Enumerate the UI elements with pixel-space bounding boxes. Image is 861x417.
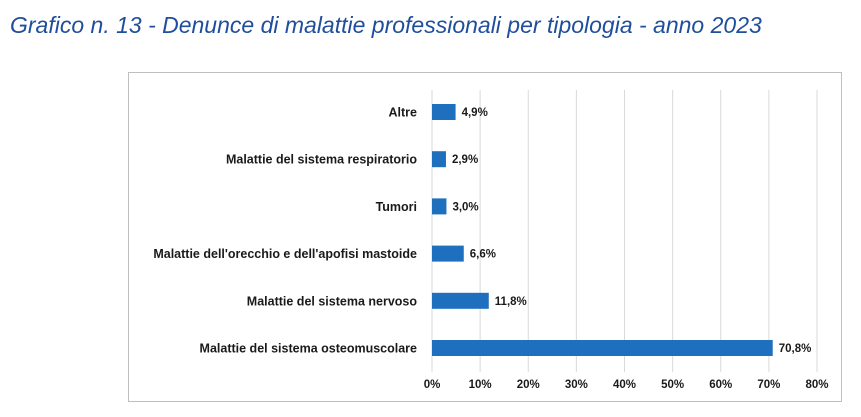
data-label: 4,9% (462, 107, 488, 119)
x-axis-tick-labels: 0% 10% 20% 30% 40% 50% 60% 70% 80% (424, 379, 829, 391)
category-label: Malattie del sistema nervoso (247, 294, 418, 308)
data-label: 2,9% (452, 154, 478, 166)
category-label: Altre (389, 106, 418, 120)
x-tick-label: 30% (565, 379, 588, 391)
data-label: 11,8% (495, 296, 527, 308)
category-labels: Altre Malattie del sistema respiratorio Tu… (153, 106, 417, 356)
bar (432, 245, 464, 262)
data-label: 70,8% (779, 343, 812, 355)
x-tick-label: 10% (469, 379, 492, 391)
x-tick-label: 0% (424, 379, 441, 391)
category-label: Malattie dell'orecchio e dell'apofisi ma… (153, 247, 417, 261)
page-title: Grafico n. 13 - Denunce di malattie prof… (10, 12, 762, 38)
value-labels: 4,9% 2,9% 3,0% 6,6% 11,8% 70,8% (452, 107, 811, 355)
gridlines (431, 90, 818, 372)
bar (432, 292, 489, 309)
category-label: Malattie del sistema osteomuscolare (200, 342, 417, 356)
data-label: 3,0% (452, 201, 478, 213)
x-tick-label: 40% (613, 379, 636, 391)
x-tick-label: 60% (709, 379, 732, 391)
bar (432, 104, 456, 120)
bars (432, 104, 773, 356)
x-tick-label: 20% (517, 379, 540, 391)
category-label: Malattie del sistema respiratorio (226, 153, 417, 167)
x-tick-label: 50% (661, 379, 684, 391)
category-label: Tumori (376, 200, 417, 214)
bar (432, 198, 447, 215)
x-tick-label: 70% (757, 379, 780, 391)
bar (432, 340, 773, 356)
data-label: 6,6% (470, 249, 496, 261)
x-tick-label: 80% (805, 379, 828, 391)
bar (432, 151, 446, 168)
